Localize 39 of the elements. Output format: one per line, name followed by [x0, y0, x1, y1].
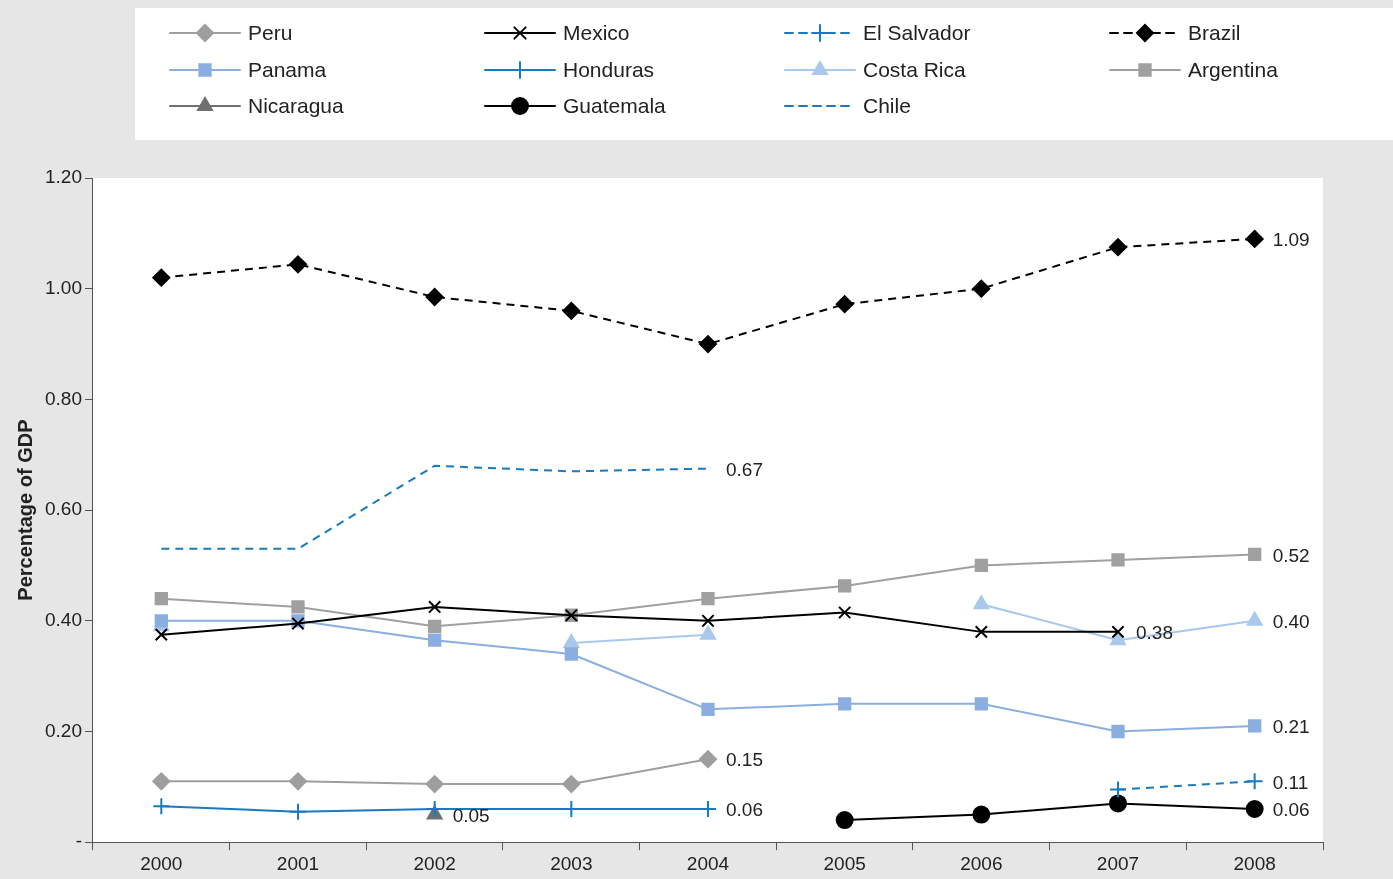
data-label: 0.15: [725, 749, 763, 771]
y-tick-label: 0.60: [45, 498, 82, 520]
x-tick-label: 2005: [823, 852, 866, 874]
data-label: 0.38: [1136, 622, 1173, 644]
x-tick-label: 2004: [686, 852, 730, 874]
legend-label: Nicaragua: [248, 93, 345, 117]
y-tick-label: -: [75, 830, 82, 852]
data-label: 0.21: [1272, 716, 1310, 738]
data-label: 1.09: [1272, 229, 1310, 251]
legend-label: Panama: [248, 57, 327, 81]
y-tick-label: 1.00: [45, 276, 82, 298]
y-tick-label: 0.80: [45, 387, 82, 409]
y-tick-label: 0.20: [45, 719, 82, 741]
data-label: 0.06: [725, 799, 763, 821]
y-axis-title: Percentage of GDP: [13, 419, 36, 601]
legend-label: Costa Rica: [863, 57, 967, 81]
x-tick-label: 2002: [413, 852, 456, 874]
legend-label: Honduras: [563, 57, 655, 81]
y-tick-label: 0.40: [45, 609, 82, 631]
data-label: 0.11: [1272, 771, 1309, 793]
x-tick-label: 2000: [140, 852, 183, 874]
x-tick-label: 2003: [550, 852, 593, 874]
x-tick-label: 2007: [1096, 852, 1140, 874]
legend-label: Brazil: [1188, 20, 1241, 44]
y-tick-label: 1.20: [45, 166, 82, 188]
legend-label: Peru: [248, 20, 293, 44]
data-label: 0.67: [725, 458, 763, 480]
x-tick-label: 2001: [276, 852, 320, 874]
legend-label: Argentina: [1188, 57, 1279, 81]
legend-label: Guatemala: [563, 93, 667, 117]
data-label: 0.40: [1272, 611, 1310, 633]
data-label: 0.05: [452, 804, 490, 826]
data-label: 0.52: [1272, 544, 1310, 566]
data-label: 0.06: [1272, 799, 1310, 821]
legend-label: Chile: [863, 93, 911, 117]
x-tick-label: 2008: [1233, 852, 1276, 874]
x-tick-label: 2006: [960, 852, 1003, 874]
legend-label: Mexico: [563, 20, 630, 44]
legend-label: El Salvador: [863, 20, 971, 44]
